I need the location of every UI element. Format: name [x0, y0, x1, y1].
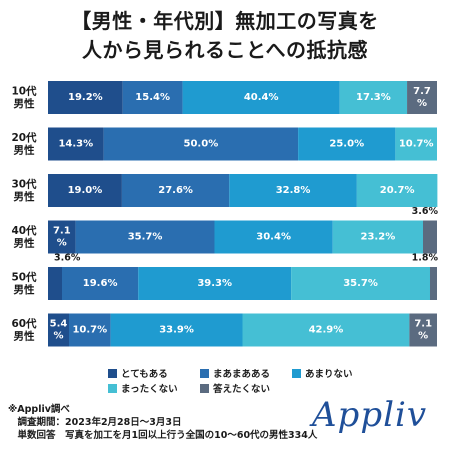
category-label: 男性 — [14, 143, 35, 156]
data-label: 35.7% — [128, 232, 163, 243]
footnote-period: 調査期間：2023年2月28日〜3月3日 — [8, 417, 182, 428]
bar-segment — [48, 174, 122, 207]
data-label: 25.0% — [329, 139, 364, 150]
legend-swatch — [200, 368, 209, 378]
data-label: 5.4 — [50, 319, 68, 330]
category-label: 20代 — [11, 131, 37, 144]
footnote-source: ※Appliv調べ — [8, 404, 70, 415]
outside-data-label: 1.8% — [412, 253, 439, 264]
outside-data-label: 3.6% — [412, 206, 439, 217]
bar-segment — [48, 313, 70, 347]
bar-segment — [182, 81, 340, 114]
bar-segment — [407, 81, 437, 114]
data-label: % — [417, 98, 427, 109]
bar-segment — [48, 81, 123, 114]
bar-segment — [429, 267, 437, 300]
data-label: 19.6% — [83, 278, 118, 289]
category-label: 30代 — [11, 177, 37, 190]
data-label: 33.9% — [159, 325, 194, 336]
footnote-sample: 単数回答 写真を加工を月1回以上行う全国の10〜60代の男性334人 — [8, 430, 318, 441]
bar-segment — [339, 81, 408, 114]
legend-swatch — [200, 383, 209, 393]
bar-segment — [75, 220, 215, 254]
bar-segment — [110, 313, 243, 347]
category-label: 男性 — [14, 190, 35, 203]
category-label: 男性 — [14, 236, 35, 249]
data-label: 40.4% — [244, 92, 279, 103]
bar-segment — [332, 220, 423, 254]
bar-segment — [356, 174, 438, 207]
data-label: 7.1 — [53, 226, 71, 237]
data-label: 19.0% — [68, 185, 103, 196]
category-label: 60代 — [11, 317, 37, 330]
data-label: 19.2% — [68, 92, 103, 103]
data-label: % — [57, 238, 67, 249]
applive-logo: Appliv — [312, 395, 428, 435]
data-label: 27.6% — [158, 185, 193, 196]
data-label: 10.7% — [72, 325, 107, 336]
bar-segment — [62, 267, 139, 300]
legend-swatch — [108, 368, 117, 378]
data-label: 15.4% — [135, 92, 170, 103]
data-label: 50.0% — [184, 139, 219, 150]
data-label: 7.7 — [413, 86, 431, 97]
bar-segment — [214, 220, 333, 254]
data-label: 14.3% — [58, 139, 93, 150]
bar-segment — [103, 127, 299, 161]
data-label: 39.3% — [197, 278, 232, 289]
category-label: 50代 — [11, 270, 37, 283]
data-label: 7.1 — [414, 319, 432, 330]
outside-data-label: 3.6% — [54, 253, 81, 264]
category-label: 男性 — [14, 329, 35, 342]
data-label: 42.9% — [309, 325, 344, 336]
bar-segment — [298, 127, 396, 161]
chart-title-line1: 【男性・年代別】無加工の写真を — [71, 9, 379, 33]
bar-segment — [48, 220, 76, 254]
legend-label: まあまあある — [213, 369, 271, 380]
category-label: 40代 — [11, 224, 37, 237]
bar-segment — [395, 127, 437, 161]
bar-segment — [138, 267, 292, 300]
data-label: 10.7% — [399, 139, 434, 150]
bar-segment — [409, 313, 437, 347]
legend-item: あまりない — [292, 366, 353, 380]
legend-item: まったくない — [108, 381, 178, 395]
bar-segment — [242, 313, 410, 347]
legend-label: とてもある — [121, 369, 168, 380]
bar-segment — [229, 174, 357, 207]
legend-swatch — [108, 383, 117, 393]
legend-item: 答えたくない — [200, 381, 270, 395]
data-label: 30.4% — [256, 232, 291, 243]
legend-item: とてもある — [108, 366, 168, 380]
data-label: % — [418, 331, 428, 342]
chart-title-line2: 人から見られることへの抵抗感 — [82, 38, 368, 62]
bar-segment — [422, 220, 437, 254]
data-label: 17.3% — [356, 92, 391, 103]
bar-segment — [48, 267, 63, 300]
category-label: 男性 — [14, 97, 35, 110]
legend-item: まあまあある — [200, 366, 270, 380]
data-label: 23.2% — [361, 232, 396, 243]
bar-segment — [291, 267, 430, 300]
data-label: 35.7% — [343, 278, 378, 289]
data-label: 32.8% — [276, 185, 311, 196]
bar-segment — [121, 174, 230, 207]
data-label: 20.7% — [380, 185, 415, 196]
data-label: % — [53, 331, 63, 342]
legend-label: 答えたくない — [213, 384, 271, 395]
legend-swatch — [292, 368, 301, 378]
legend-label: まったくない — [121, 384, 178, 395]
bar-segment — [48, 127, 104, 161]
category-label: 10代 — [11, 84, 37, 97]
bar-segment — [122, 81, 183, 114]
bar-segment — [69, 313, 111, 347]
category-label: 男性 — [14, 283, 35, 296]
legend-label: あまりない — [305, 369, 353, 380]
